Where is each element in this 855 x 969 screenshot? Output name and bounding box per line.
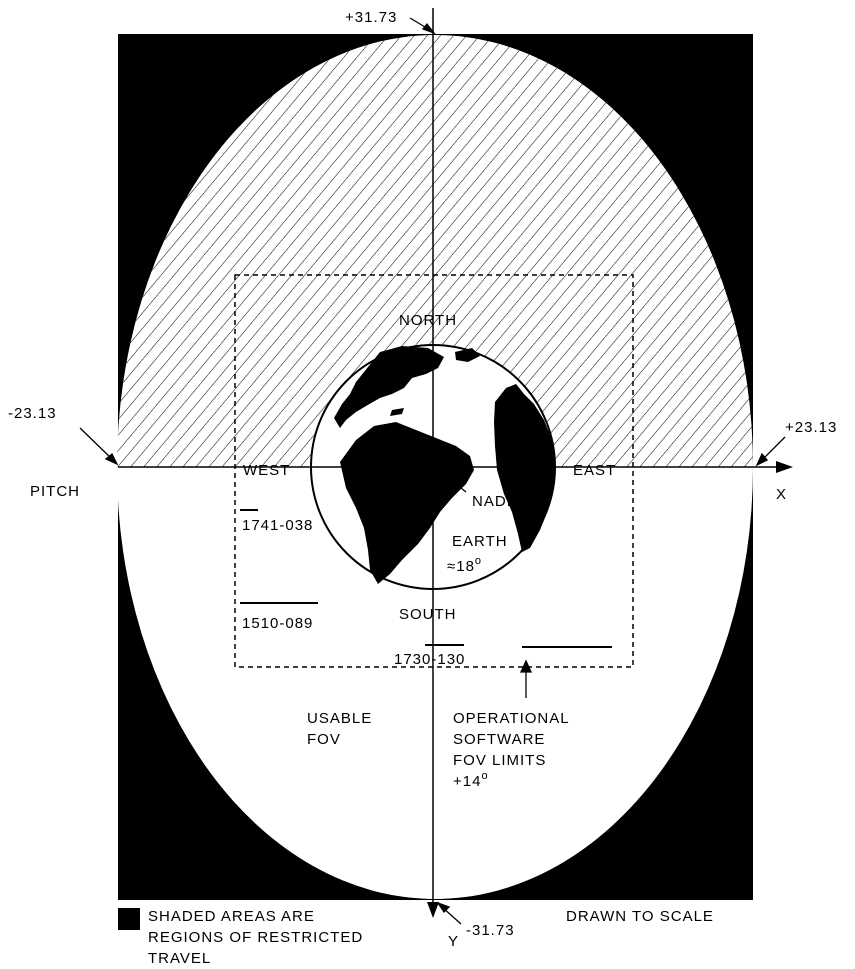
axis-bottom-value: -31.73	[466, 922, 515, 939]
star-track-1730-130-label: 1730-130	[394, 651, 465, 668]
usable-fov-line2: FOV	[307, 731, 341, 748]
west-label: WEST	[243, 462, 290, 479]
software-limits-line2: SOFTWARE	[453, 731, 545, 748]
software-limits-line4: +14o	[453, 770, 489, 790]
north-america-landmass	[334, 346, 444, 428]
axis-left-value: -23.13	[8, 405, 57, 422]
software-limits-degree: o	[481, 770, 488, 782]
earth-size-degree: o	[475, 555, 482, 567]
nadir-label: NADIR	[472, 493, 524, 510]
east-label: EAST	[573, 462, 616, 479]
axis-right-value: +23.13	[785, 419, 837, 436]
usable-fov-line1: USABLE	[307, 710, 372, 727]
star-track-1510-089-label: 1510-089	[242, 615, 313, 632]
software-fov-box	[234, 274, 634, 668]
legend-line2: REGIONS OF RESTRICTED	[148, 929, 363, 946]
star-track-1741-038-label: 1741-038	[242, 517, 313, 534]
axis-top-value: +31.73	[345, 9, 397, 26]
legend-line3: TRAVEL	[148, 950, 211, 967]
software-limits-line3: FOV LIMITS	[453, 752, 546, 769]
greenland-patch	[455, 348, 480, 362]
south-label: SOUTH	[399, 606, 457, 623]
north-label: NORTH	[399, 312, 457, 329]
caribbean-island	[390, 408, 404, 416]
x-axis-label: X	[776, 486, 787, 503]
y-axis-arrow	[427, 902, 439, 918]
software-limits-line1: OPERATIONAL	[453, 710, 570, 727]
pitch-label: PITCH	[30, 483, 80, 500]
legend-swatch	[118, 908, 140, 930]
nadir-pointer	[440, 471, 467, 493]
x-axis-arrow	[776, 461, 793, 473]
south-america-landmass	[340, 422, 474, 584]
y-axis-label: Y	[448, 933, 459, 950]
axis-pointers	[79, 17, 786, 925]
africa-landmass	[494, 384, 555, 552]
star-track-lines	[240, 509, 612, 648]
scale-note: DRAWN TO SCALE	[566, 908, 714, 925]
earth-size: ≈18o	[447, 555, 482, 575]
earth-label: EARTH	[452, 533, 508, 550]
legend-line1: SHADED AREAS ARE	[148, 908, 315, 925]
software-limit-pointer	[519, 659, 533, 698]
